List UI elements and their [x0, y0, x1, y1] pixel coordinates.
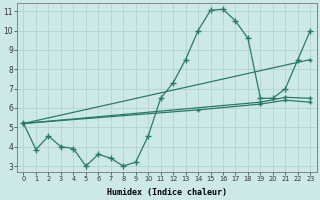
X-axis label: Humidex (Indice chaleur): Humidex (Indice chaleur) — [107, 188, 227, 197]
